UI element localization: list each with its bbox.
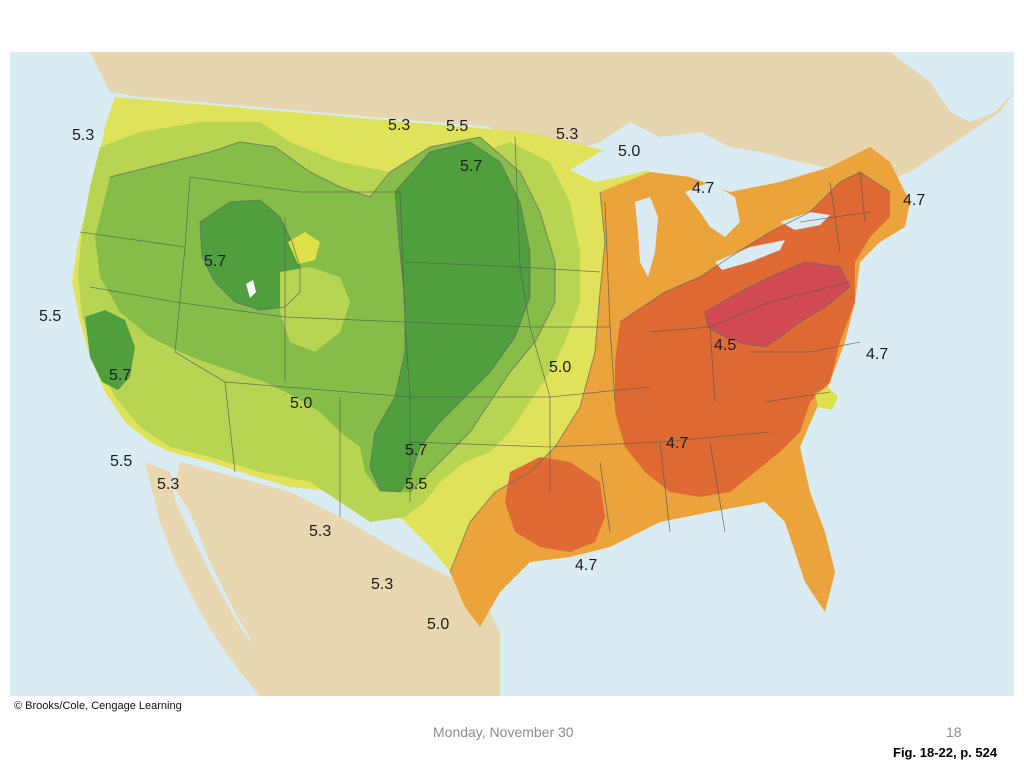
contour-label: 4.7 bbox=[575, 557, 597, 574]
contour-label: 5.0 bbox=[427, 616, 449, 633]
zone-light-green-utah bbox=[280, 267, 350, 352]
contour-lines bbox=[109, 136, 891, 573]
northeast-water bbox=[890, 52, 1014, 122]
contour-label: 5.3 bbox=[556, 126, 578, 143]
contour-label: 5.3 bbox=[72, 127, 94, 144]
contour-label: 5.5 bbox=[39, 308, 61, 325]
contour-label: 5.3 bbox=[388, 117, 410, 134]
zone-red bbox=[705, 262, 850, 347]
copyright-credit: © Brooks/Cole, Cengage Learning bbox=[14, 700, 182, 712]
contour-label: 5.7 bbox=[204, 253, 226, 270]
contour-label: 4.7 bbox=[666, 435, 688, 452]
ph-contour-map: 5.3 5.3 5.5 5.3 5.0 4.7 4.7 5.7 5.7 5.5 … bbox=[10, 52, 1014, 696]
contour-label: 5.5 bbox=[446, 118, 468, 135]
contour-label: 4.7 bbox=[866, 346, 888, 363]
contour-label: 5.0 bbox=[618, 143, 640, 160]
contour-label: 5.7 bbox=[460, 158, 482, 175]
lake-superior bbox=[570, 144, 675, 182]
footer-date: Monday, November 30 bbox=[433, 724, 574, 740]
contour-label: 5.0 bbox=[549, 359, 571, 376]
zone-deep-orange-south bbox=[505, 457, 605, 552]
slide-number: 18 bbox=[946, 724, 962, 740]
contour-label: 4.7 bbox=[903, 192, 925, 209]
state-borders bbox=[79, 136, 871, 533]
contour-label: 5.7 bbox=[109, 367, 131, 384]
gulf-of-california bbox=[170, 482, 255, 647]
contour-label: 4.5 bbox=[714, 337, 736, 354]
contour-label: 5.5 bbox=[110, 453, 132, 470]
zone-yellow-nc bbox=[815, 387, 838, 410]
contour-label: 5.3 bbox=[157, 476, 179, 493]
canada-land bbox=[90, 52, 1014, 182]
lake-erie bbox=[715, 240, 785, 270]
contour-label: 4.7 bbox=[692, 180, 714, 197]
lake-michigan bbox=[635, 197, 658, 277]
mexico-land bbox=[170, 462, 500, 696]
zone-green-west bbox=[200, 200, 300, 310]
figure-reference: Fig. 18-22, p. 524 bbox=[893, 745, 998, 760]
contour-label: 5.5 bbox=[405, 476, 427, 493]
contour-labels: 5.3 5.3 5.5 5.3 5.0 4.7 4.7 5.7 5.7 5.5 … bbox=[39, 117, 925, 633]
baja-peninsula bbox=[145, 462, 255, 682]
contour-label: 5.3 bbox=[309, 523, 331, 540]
contour-label: 5.3 bbox=[371, 576, 393, 593]
contour-label: 5.7 bbox=[405, 442, 427, 459]
zone-green-california bbox=[85, 310, 135, 390]
great-salt-lake bbox=[246, 280, 256, 298]
lake-huron bbox=[685, 182, 740, 237]
contour-label: 5.0 bbox=[290, 395, 312, 412]
